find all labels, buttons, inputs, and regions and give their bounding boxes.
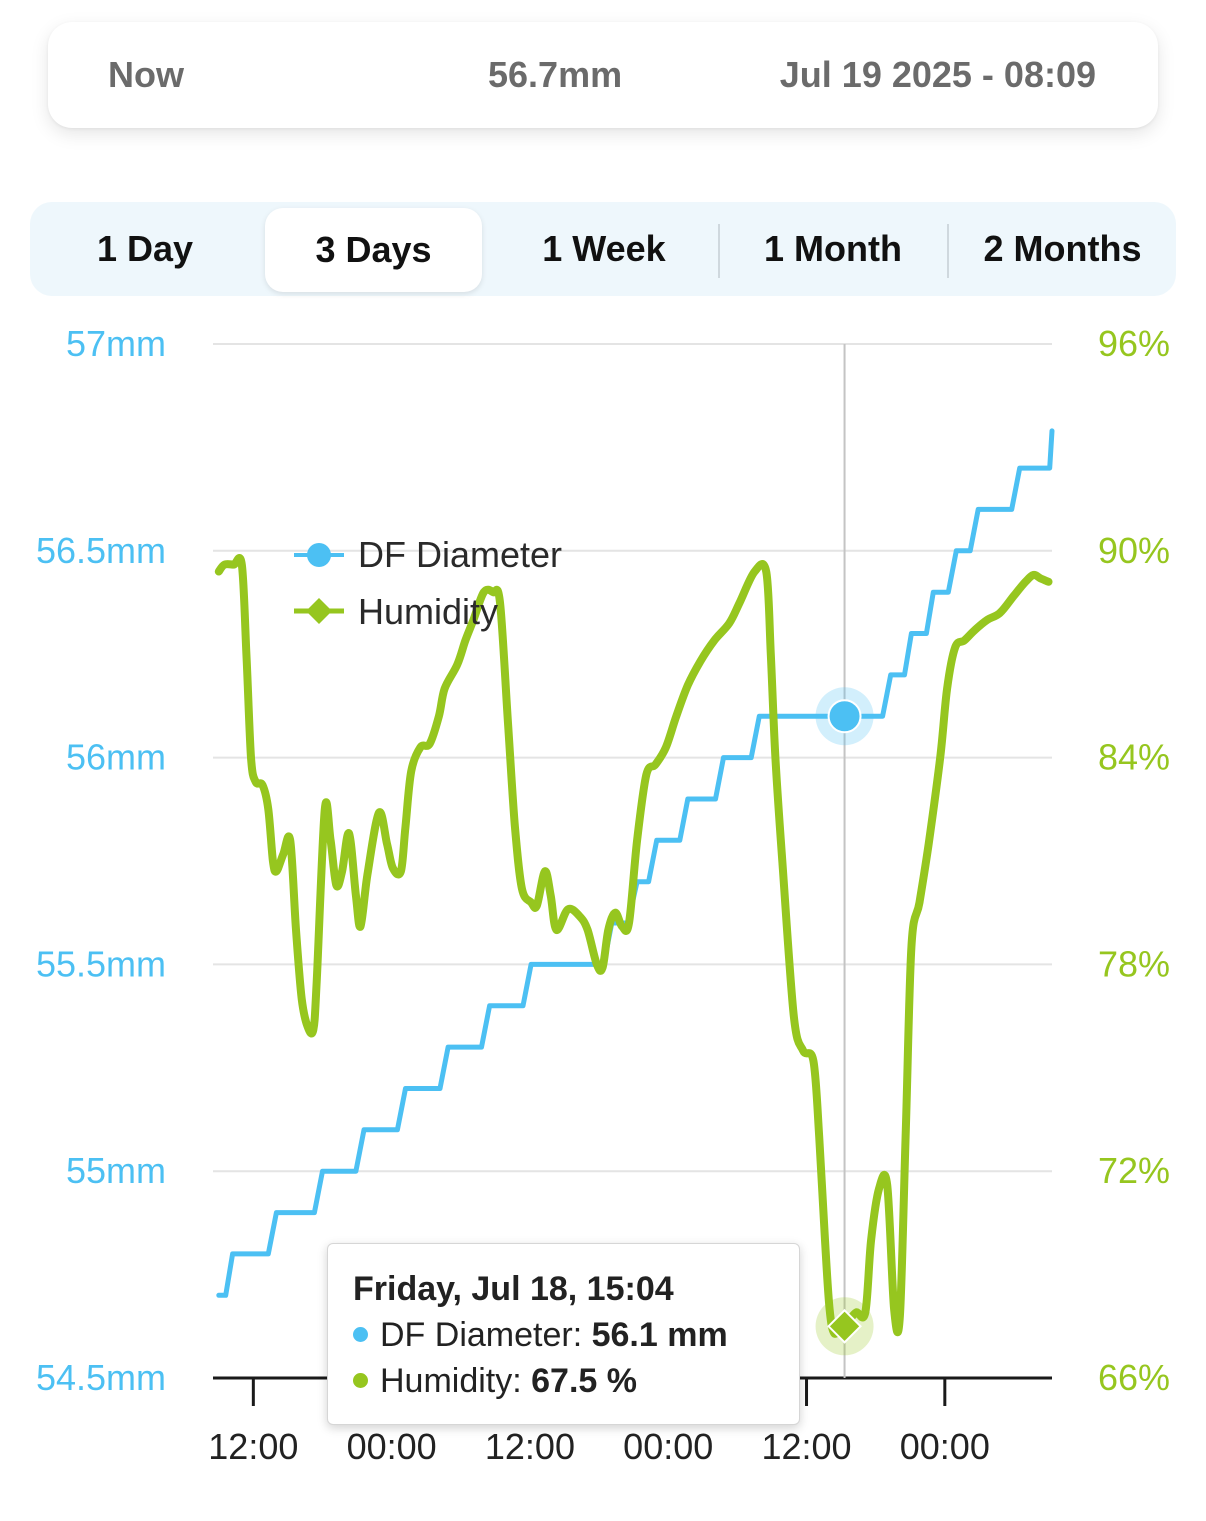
x-tick-label: 00:00 (623, 1426, 713, 1467)
y-left-tick-label: 55mm (66, 1150, 166, 1191)
y-left-tick-label: 56mm (66, 737, 166, 778)
tab-1-day[interactable]: 1 Day (96, 228, 194, 269)
tab-2-months[interactable]: 2 Months (983, 228, 1142, 269)
tooltip-humidity-label: Humidity: (380, 1362, 532, 1400)
y-right-tick-label: 66% (1098, 1357, 1170, 1398)
tab-1-week[interactable]: 1 Week (542, 228, 666, 269)
tooltip-humidity-row: Humidity: 67.5 % (353, 1362, 799, 1408)
y-right-tick-label: 90% (1098, 530, 1170, 571)
current-reading-card: Now 56.7mm Jul 19 2025 - 08:09 (48, 22, 1158, 128)
y-left-tick-label: 54.5mm (36, 1357, 166, 1398)
tooltip-humidity-value: 67.5 % (531, 1362, 637, 1400)
x-tick-label: 00:00 (347, 1426, 437, 1467)
y-right-tick-label: 84% (1098, 737, 1170, 778)
y-left-tick-label: 55.5mm (36, 943, 166, 984)
y-right-tick-label: 72% (1098, 1150, 1170, 1191)
current-value: 56.7mm (488, 54, 623, 95)
legend-humidity-label: Humidity (358, 591, 498, 632)
tooltip-diameter-row: DF Diameter: 56.1 mm (353, 1316, 799, 1362)
range-selector: 1 Day 3 Days 1 Week 1 Month 2 Months (30, 202, 1176, 296)
y-left-tick-label: 56.5mm (36, 530, 166, 571)
x-tick-label: 00:00 (900, 1426, 990, 1467)
series-line-humidity (214, 554, 1053, 1338)
y-right-tick-label: 78% (1098, 943, 1170, 984)
chart-tooltip: Friday, Jul 18, 15:04 DF Diameter: 56.1 … (327, 1243, 800, 1425)
tab-divider (718, 224, 720, 278)
humidity-highlight-point (827, 1308, 862, 1344)
tooltip-diameter-label: DF Diameter: (380, 1316, 592, 1354)
x-tick-label: 12:00 (761, 1426, 851, 1467)
tooltip-diameter-value: 56.1 mm (591, 1316, 728, 1354)
diameter-highlight-point (827, 699, 862, 734)
tab-divider (947, 224, 949, 278)
now-label: Now (108, 54, 184, 95)
tooltip-title: Friday, Jul 18, 15:04 (353, 1270, 674, 1308)
y-left-tick-label: 57mm (66, 323, 166, 364)
current-timestamp: Jul 19 2025 - 08:09 (779, 54, 1096, 95)
series-line-df-diameter (216, 428, 1055, 1298)
legend-diameter-label: DF Diameter (358, 534, 562, 575)
legend-humidity-marker-icon (306, 598, 332, 624)
tab-1-month[interactable]: 1 Month (764, 228, 902, 269)
tab-3-days[interactable]: 3 Days (265, 208, 482, 292)
diameter-dot-icon (353, 1327, 368, 1342)
legend-diameter-marker-icon (307, 543, 331, 567)
x-tick-label: 12:00 (208, 1426, 298, 1467)
humidity-dot-icon (353, 1373, 368, 1388)
x-tick-label: 12:00 (485, 1426, 575, 1467)
y-right-tick-label: 96% (1098, 323, 1170, 364)
